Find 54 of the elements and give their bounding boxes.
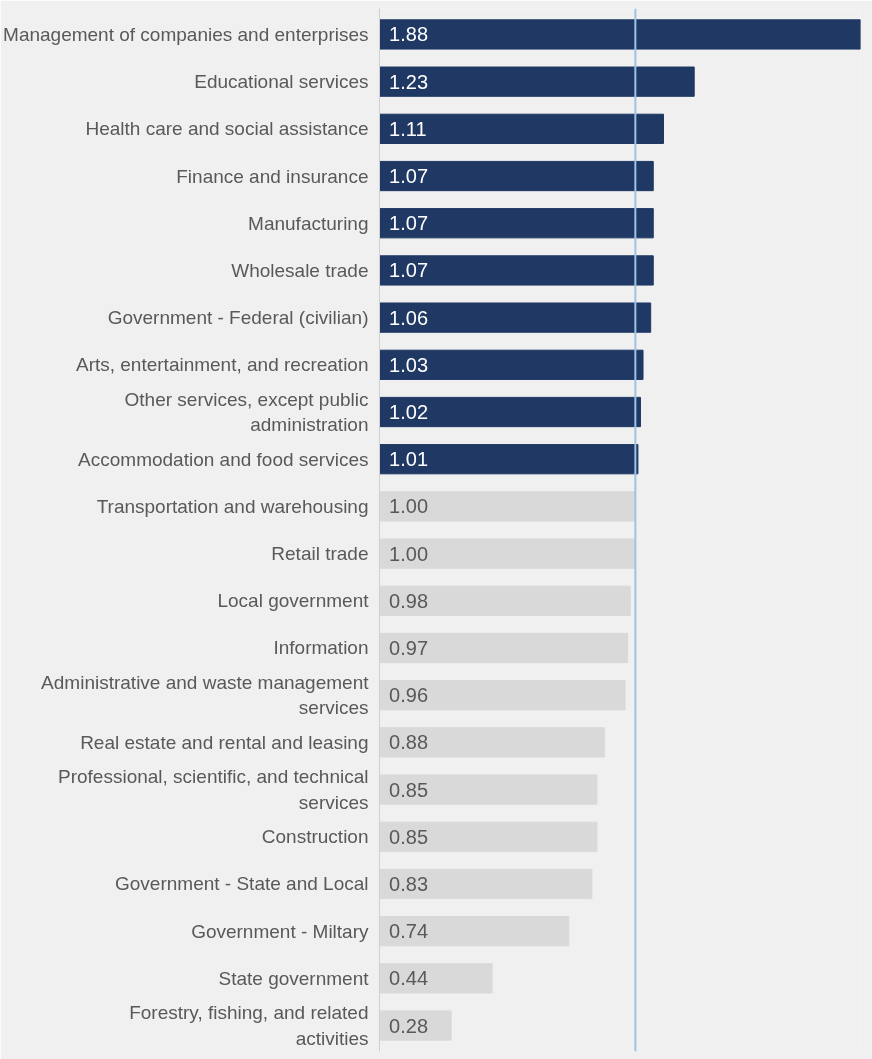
y-tick-label: Manufacturing — [248, 212, 369, 234]
data-label: 0.28 — [389, 1014, 429, 1037]
y-tick-label: Other services, except public administration — [124, 388, 369, 436]
bar — [379, 66, 695, 97]
data-label: 1.11 — [389, 117, 427, 140]
data-label: 0.83 — [389, 872, 429, 895]
y-tick-label: Arts, entertainment, and recreation — [75, 354, 369, 376]
bar — [379, 19, 861, 50]
y-tick-label: Retail trade — [271, 543, 369, 565]
y-tick-label: Local government — [217, 590, 370, 612]
bar — [379, 255, 654, 286]
data-label: 1.03 — [389, 353, 429, 376]
data-label: 0.96 — [389, 684, 429, 707]
data-label: 1.01 — [389, 448, 429, 471]
y-tick-label: Health care and social assistance — [85, 118, 369, 140]
data-label: 1.06 — [389, 306, 429, 329]
y-tick-label: Administrative and waste management services — [41, 672, 370, 719]
y-tick-label: Construction — [261, 826, 369, 848]
data-label: 1.07 — [389, 212, 429, 235]
bar — [379, 208, 654, 239]
bar — [379, 396, 641, 428]
y-tick-label: Management of companies and enterprises — [3, 23, 369, 45]
data-label: 1.23 — [389, 70, 429, 93]
y-tick-label: Real estate and rental and leasing — [80, 731, 369, 753]
data-label: 1.88 — [389, 23, 429, 46]
y-tick-label: Government - Miltary — [191, 920, 369, 942]
data-label: 1.07 — [389, 259, 429, 282]
data-label: 1.02 — [389, 401, 429, 424]
data-label: 0.74 — [389, 920, 429, 943]
y-tick-label: Finance and insurance — [176, 165, 369, 187]
y-tick-label: State government — [218, 967, 370, 989]
bar — [379, 302, 652, 333]
data-label: 1.00 — [389, 542, 429, 565]
bar — [379, 444, 639, 475]
y-tick-label: Forestry, fishing, and related activities — [129, 1002, 369, 1049]
y-tick-label: Educational services — [194, 71, 369, 93]
y-tick-label: Government - Federal (civilian) — [107, 307, 369, 329]
bar — [379, 160, 654, 192]
y-tick-label: Government - State and Local — [115, 873, 369, 895]
data-label: 1.00 — [389, 495, 429, 518]
y-tick-label: Information — [273, 637, 369, 659]
y-tick-label: Accommodation and food services — [78, 448, 369, 470]
bar — [379, 349, 644, 380]
data-label: 0.98 — [389, 589, 429, 612]
data-label: 0.97 — [389, 636, 429, 659]
bar — [379, 113, 664, 144]
y-tick-label: Professional, scientific, and technical services — [58, 766, 369, 813]
data-label: 0.44 — [389, 967, 429, 990]
data-label: 1.07 — [389, 165, 429, 188]
y-tick-label: Transportation and warehousing — [96, 495, 369, 517]
data-label: 0.88 — [389, 731, 429, 754]
y-tick-label: Wholesale trade — [231, 259, 369, 281]
data-label: 0.85 — [389, 825, 429, 848]
data-label: 0.85 — [389, 778, 429, 801]
